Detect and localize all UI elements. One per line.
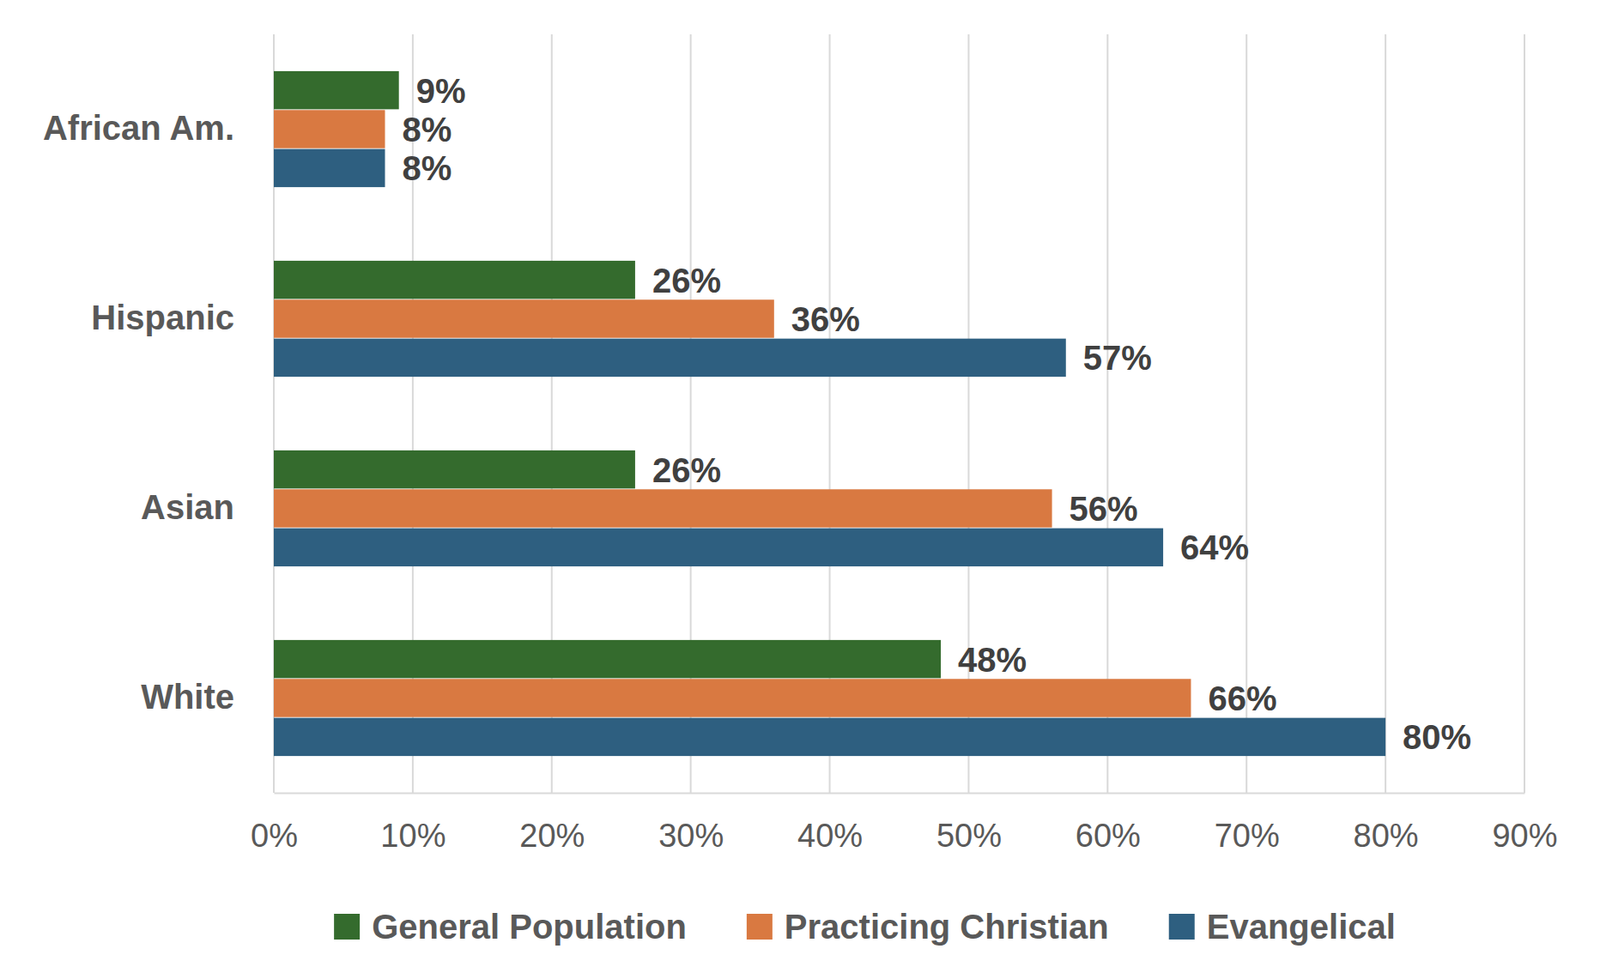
tick-label: 20% xyxy=(519,818,585,855)
bar xyxy=(273,640,941,679)
chart: 0% 10% 20% 30% 40% 50% 60% 70% 80% 90% African Am.… xyxy=(0,0,1600,973)
tick-label: 0% xyxy=(250,818,298,855)
legend-item: Evangelical xyxy=(1169,908,1396,946)
bar xyxy=(273,450,636,489)
bar xyxy=(273,339,1067,377)
category-label: Hispanic xyxy=(90,298,235,337)
legend-label: Evangelical xyxy=(1206,908,1396,946)
data-label: 66% xyxy=(1207,679,1277,718)
tick: 60% xyxy=(1075,793,1141,855)
bar xyxy=(273,678,1191,717)
legend-swatch xyxy=(746,914,773,940)
legend-label: Practicing Christian xyxy=(784,908,1110,946)
bar xyxy=(273,260,636,299)
data-label: 8% xyxy=(402,149,453,188)
tick-label: 70% xyxy=(1214,818,1280,855)
data-label: 36% xyxy=(791,300,861,339)
bar xyxy=(273,528,1164,567)
tick: 70% xyxy=(1214,793,1280,855)
x-axis: 0% 10% 20% 30% 40% 50% 60% 70% 80% 90% xyxy=(250,793,1558,855)
tick-label: 50% xyxy=(936,818,1002,855)
tick-label: 90% xyxy=(1491,818,1558,855)
data-label: 9% xyxy=(416,72,467,110)
data-label: 56% xyxy=(1069,490,1139,528)
grid-line xyxy=(1523,34,1526,794)
data-label: 26% xyxy=(652,261,722,300)
bar xyxy=(273,489,1053,528)
plot: 0% 10% 20% 30% 40% 50% 60% 70% 80% 90% African Am.… xyxy=(42,34,1558,855)
tick: 20% xyxy=(519,793,585,855)
tick: 90% xyxy=(1491,793,1558,855)
legend: General Population Practicing Christian Ev… xyxy=(333,908,1396,946)
data-label: 64% xyxy=(1180,528,1249,567)
data-label: 80% xyxy=(1402,718,1472,757)
tick: Hispanic xyxy=(90,298,274,337)
data-label: 57% xyxy=(1083,339,1152,377)
data-label: 26% xyxy=(652,451,722,490)
tick-label: 10% xyxy=(380,818,446,855)
bar xyxy=(273,109,386,148)
category-label: White xyxy=(140,678,235,716)
legend-swatch xyxy=(1169,914,1195,940)
bar xyxy=(273,299,775,338)
legend-item: General Population xyxy=(333,908,687,946)
tick: 40% xyxy=(797,793,863,855)
category-label: Asian xyxy=(140,488,235,527)
legend-item: Practicing Christian xyxy=(746,908,1110,946)
tick: 80% xyxy=(1353,793,1419,855)
tick-label: 40% xyxy=(797,818,863,855)
tick: White xyxy=(140,678,274,716)
axis-line xyxy=(274,793,1526,795)
tick-label: 80% xyxy=(1353,818,1419,855)
bar xyxy=(273,71,400,110)
y-axis: African Am. Hispanic Asian White xyxy=(42,109,274,716)
data-labels: 9% 26% 26% 48% 8% 36% 56% 66% 8% 57% 64% 80% xyxy=(402,72,1473,758)
tick-label: 60% xyxy=(1075,818,1141,855)
tick: 0% xyxy=(250,793,298,855)
grid xyxy=(273,34,1525,794)
legend-label: General Population xyxy=(371,908,687,946)
tick: 30% xyxy=(658,793,724,855)
legend-swatch xyxy=(333,914,360,940)
tick: African Am. xyxy=(42,109,274,147)
data-label: 48% xyxy=(957,641,1027,679)
tick: 10% xyxy=(380,793,446,855)
tick: 50% xyxy=(936,793,1002,855)
category-label: African Am. xyxy=(42,109,235,147)
data-label: 8% xyxy=(402,110,453,149)
bars xyxy=(273,71,1386,757)
bar xyxy=(273,718,1386,757)
grid-line xyxy=(1384,34,1387,794)
tick-label: 30% xyxy=(658,818,724,855)
bar xyxy=(273,149,386,188)
tick: Asian xyxy=(140,488,274,527)
